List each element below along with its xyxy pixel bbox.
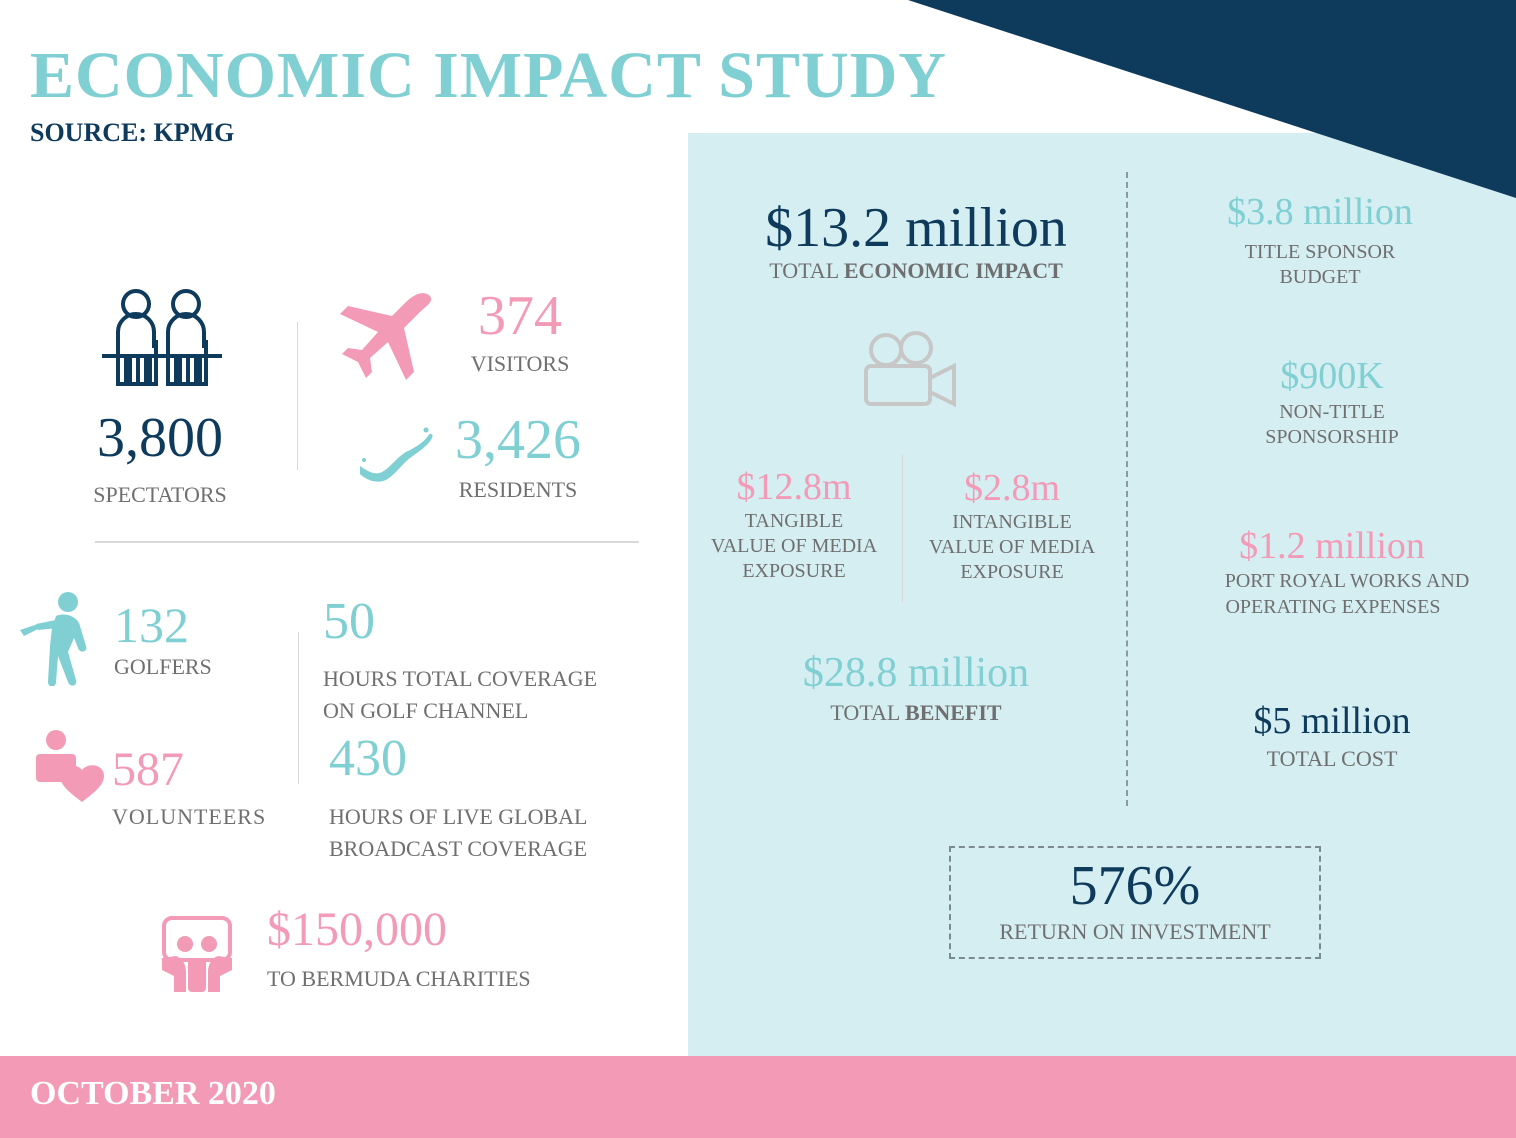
spectators-value: 3,800 [97, 407, 223, 469]
title-sponsor-value: $3.8 million [1227, 191, 1413, 233]
spectators-icon [102, 289, 222, 386]
residents-value: 3,426 [455, 409, 581, 471]
port-royal-label-2: OPERATING EXPENSES [1225, 596, 1441, 618]
non-title-label-2: SPONSORSHIP [1265, 426, 1399, 448]
title-sponsor-label-2: BUDGET [1279, 266, 1361, 288]
total-benefit-value: $28.8 million [802, 650, 1030, 696]
divider [95, 541, 639, 543]
total-benefit-label: TOTAL BENEFIT [830, 700, 1002, 725]
tangible-label-2: VALUE OF MEDIA [710, 535, 878, 557]
tangible-value: $12.8m [736, 466, 852, 508]
tangible-label-1: TANGIBLE [744, 510, 844, 532]
charity-people-icon [162, 916, 232, 992]
non-title-value: $900K [1280, 355, 1384, 397]
footer-bar [0, 1056, 1516, 1138]
page-title: ECONOMIC IMPACT STUDY [30, 39, 947, 112]
divider [902, 455, 903, 603]
intangible-label-2: VALUE OF MEDIA [928, 536, 1096, 558]
tangible-label-3: EXPOSURE [742, 560, 846, 582]
right-panel [688, 133, 1516, 1056]
charities-value: $150,000 [267, 903, 447, 956]
hours-golf-channel-value: 50 [323, 593, 375, 650]
golfers-value: 132 [114, 597, 189, 653]
golfers-label: GOLFERS [114, 654, 212, 679]
port-royal-label-1: PORT ROYAL WORKS AND [1224, 570, 1470, 592]
volunteers-value: 587 [112, 743, 184, 796]
hours-golf-channel-label-2: ON GOLF CHANNEL [323, 698, 529, 723]
port-royal-value: $1.2 million [1239, 525, 1425, 567]
volunteers-label: VOLUNTEERS [112, 804, 267, 829]
volunteer-heart-icon [36, 730, 104, 802]
source-label: SOURCE: KPMG [30, 118, 235, 147]
video-camera-icon [864, 331, 956, 408]
intangible-value: $2.8m [963, 467, 1061, 509]
spectators-label: SPECTATORS [93, 482, 227, 507]
total-impact-label: TOTAL ECONOMIC IMPACT [769, 258, 1063, 283]
hours-broadcast-label-1: HOURS OF LIVE GLOBAL [329, 804, 588, 829]
total-cost-value: $5 million [1253, 700, 1411, 742]
title-sponsor-label-1: TITLE SPONSOR [1244, 241, 1396, 263]
visitors-label: VISITORS [470, 351, 570, 376]
roi-box [949, 846, 1321, 959]
roi-label: RETURN ON INVESTMENT [999, 919, 1271, 944]
airplane-icon [340, 293, 432, 380]
hours-broadcast-value: 430 [329, 730, 407, 787]
hours-broadcast-label-2: BROADCAST COVERAGE [329, 836, 588, 861]
total-impact-value: $13.2 million [765, 197, 1067, 259]
golfer-icon [20, 592, 87, 686]
roi-value: 576% [1069, 855, 1201, 917]
divider [298, 632, 299, 784]
divider [1126, 172, 1128, 806]
bermuda-map-icon [360, 427, 433, 482]
charities-label: TO BERMUDA CHARITIES [267, 966, 531, 991]
non-title-label-1: NON-TITLE [1279, 401, 1385, 423]
total-cost-label: TOTAL COST [1266, 746, 1398, 771]
footer-date: OCTOBER 2020 [30, 1075, 276, 1112]
hours-golf-channel-label-1: HOURS TOTAL COVERAGE [323, 666, 598, 691]
visitors-value: 374 [478, 285, 562, 347]
residents-label: RESIDENTS [458, 477, 578, 502]
intangible-label-1: INTANGIBLE [952, 511, 1072, 533]
divider [297, 322, 298, 470]
intangible-label-3: EXPOSURE [960, 561, 1064, 583]
